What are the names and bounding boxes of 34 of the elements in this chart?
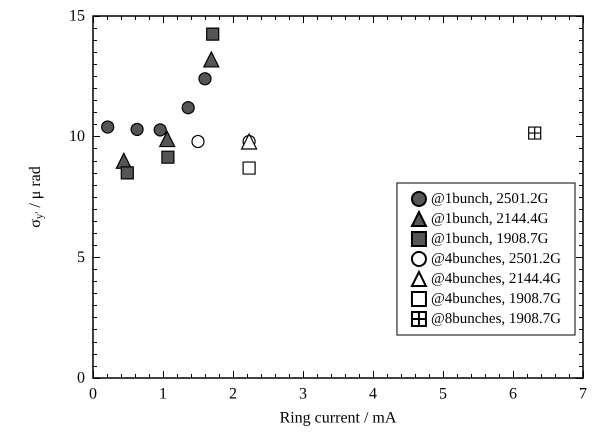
legend-label: @4bunches, 2501.2G (430, 251, 562, 267)
point (203, 51, 220, 68)
y-tick-label: 5 (77, 248, 85, 266)
legend-label: @4bunches, 2144.4G (430, 271, 562, 287)
y-tick-label: 15 (69, 8, 85, 24)
point (161, 150, 174, 164)
legend-label: @8bunches, 1908.7G (430, 311, 562, 327)
legend-label: @1bunch, 2144.4G (430, 211, 549, 227)
y-tick-label: 10 (69, 128, 85, 146)
y-axis-title: σy' / μ rad (27, 166, 46, 228)
x-tick-label: 2 (229, 386, 237, 402)
point (198, 72, 212, 86)
point (242, 161, 256, 175)
point (182, 101, 195, 114)
point (101, 120, 114, 134)
x-tick-label: 0 (89, 386, 97, 402)
x-tick-label: 6 (509, 386, 517, 402)
x-tick-label: 1 (159, 386, 167, 402)
x-axis-title: Ring current / mA (280, 410, 397, 426)
legend-label: @4bunches, 1908.7G (430, 291, 562, 307)
point (191, 134, 205, 148)
x-tick-label: 3 (299, 386, 307, 402)
x-tick-label: 4 (369, 386, 377, 402)
x-tick-label: 7 (579, 386, 587, 402)
point (206, 28, 220, 41)
y-tick-label: 0 (77, 370, 85, 386)
point (159, 130, 176, 148)
point (130, 122, 144, 136)
legend-label: @1bunch, 1908.7G (430, 231, 549, 247)
point (528, 126, 542, 140)
point (120, 166, 134, 180)
legend-label: @1bunch, 2501.2G (430, 191, 549, 207)
x-tick-label: 5 (439, 386, 447, 402)
point (154, 123, 167, 137)
